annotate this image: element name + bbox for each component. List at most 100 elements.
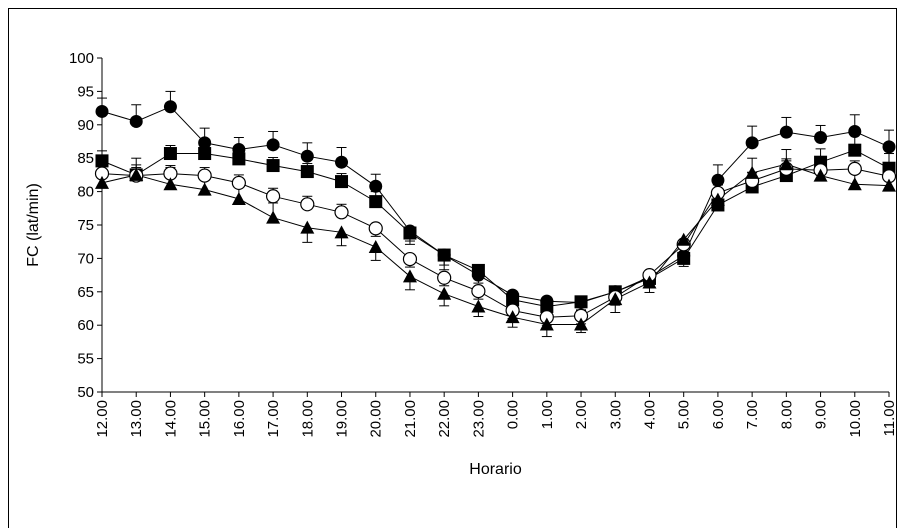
x-tick-label: 17.00 [265, 400, 282, 438]
data-point-filled-triangle [163, 177, 178, 191]
data-point-filled-triangle [676, 232, 691, 246]
data-point-filled-square [403, 226, 417, 240]
y-tick-label: 100 [69, 50, 94, 67]
data-point-filled-triangle [505, 310, 520, 324]
y-tick-label: 95 [77, 83, 94, 100]
data-point-filled-square [335, 175, 349, 189]
heart-rate-chart: 50 55 60 65 70 75 80 85 90 95 100 12.00 13.00 14.00 1… [25, 50, 898, 478]
y-tick-label: 50 [77, 384, 94, 401]
x-tick-label: 1.00 [539, 400, 556, 429]
x-tick-label: 22.00 [436, 400, 453, 438]
data-point-filled-square [198, 147, 212, 161]
data-point-filled-triangle [847, 177, 862, 191]
axes [97, 57, 890, 397]
series-line-filled-circle [101, 106, 890, 304]
y-tick-label: 65 [77, 284, 94, 301]
data-point-open-circle [471, 284, 486, 299]
data-point-filled-square [232, 152, 246, 166]
x-tick-label: 5.00 [676, 400, 693, 429]
data-point-filled-triangle [539, 317, 554, 331]
data-point-filled-square [471, 263, 485, 277]
y-tick-label: 75 [77, 217, 94, 234]
data-point-filled-circle [198, 136, 212, 150]
x-tick-label: 20.00 [368, 400, 385, 438]
figure-frame [8, 8, 897, 528]
data-point-filled-triangle [574, 317, 589, 331]
data-point-filled-square [369, 195, 383, 209]
data-point-filled-triangle [197, 182, 212, 196]
x-tick-label: 18.00 [299, 400, 316, 438]
series-markers [94, 100, 897, 331]
data-point-filled-circle [745, 136, 759, 150]
data-point-filled-triangle [402, 269, 417, 283]
data-point-filled-circle [711, 173, 725, 187]
data-point-filled-square [266, 159, 280, 173]
data-point-open-circle [197, 168, 212, 183]
data-point-filled-triangle [608, 292, 623, 306]
data-point-open-circle [368, 221, 383, 236]
data-point-filled-circle [369, 179, 383, 193]
x-tick-label: 3.00 [607, 400, 624, 429]
y-tick-labels: 50 55 60 65 70 75 80 85 90 95 100 [69, 50, 94, 401]
data-point-filled-circle [129, 114, 143, 128]
data-point-filled-circle [163, 100, 177, 114]
x-tick-label: 11.00 [881, 400, 898, 436]
data-point-open-circle [402, 251, 418, 267]
data-point-filled-square [574, 295, 588, 309]
data-point-filled-circle [814, 130, 828, 144]
data-point-filled-triangle [129, 167, 144, 181]
data-point-filled-circle [95, 104, 109, 118]
data-point-filled-circle [335, 155, 349, 169]
y-tick-label: 60 [77, 317, 94, 334]
x-tick-label: 10.00 [847, 400, 864, 438]
data-point-filled-triangle [710, 192, 725, 206]
x-tick-label: 13.00 [128, 400, 145, 438]
data-point-open-circle [437, 270, 452, 285]
x-tick-label: 9.00 [813, 400, 830, 429]
y-tick-label: 55 [77, 351, 94, 368]
x-tick-label: 14.00 [162, 400, 179, 438]
x-tick-label: 19.00 [334, 400, 351, 438]
x-tick-label: 0.00 [505, 400, 522, 429]
x-tick-label: 8.00 [778, 400, 795, 429]
data-point-filled-circle [848, 124, 862, 138]
data-point-filled-triangle [745, 165, 760, 179]
data-point-open-circle [231, 175, 246, 191]
x-tick-label: 15.00 [197, 400, 214, 438]
y-tick-label: 85 [77, 150, 94, 167]
data-point-filled-square [163, 147, 177, 161]
data-point-filled-triangle [437, 286, 452, 300]
y-axis-title: FC (lat/min) [25, 183, 42, 267]
data-point-open-circle [847, 161, 862, 176]
data-point-filled-square [848, 143, 862, 157]
data-point-filled-triangle [266, 210, 281, 224]
series-line-open-circle [101, 168, 890, 318]
data-point-filled-square [437, 248, 451, 262]
data-point-filled-triangle [300, 220, 315, 234]
y-tick-label: 80 [77, 184, 94, 201]
y-tick-label: 70 [77, 250, 94, 267]
data-point-filled-circle [882, 140, 896, 154]
data-point-filled-square [540, 299, 554, 313]
x-tick-label: 12.00 [94, 400, 111, 438]
data-point-open-circle [300, 197, 315, 212]
data-point-filled-square [95, 154, 109, 168]
data-point-filled-triangle [642, 275, 657, 289]
data-point-filled-triangle [334, 225, 349, 239]
x-tick-label: 16.00 [231, 400, 248, 438]
x-tick-label: 6.00 [710, 400, 727, 429]
data-point-filled-square [300, 165, 314, 179]
series-line-filled-triangle [101, 163, 890, 325]
x-tick-label: 2.00 [573, 400, 590, 429]
data-point-filled-circle [779, 125, 793, 139]
data-point-filled-triangle [779, 157, 794, 171]
data-point-filled-triangle [368, 240, 383, 254]
data-point-filled-square [506, 293, 520, 307]
x-tick-label: 7.00 [744, 400, 761, 429]
data-point-filled-triangle [95, 175, 109, 189]
data-point-filled-triangle [813, 168, 828, 182]
data-point-filled-circle [266, 138, 280, 152]
y-tick-label: 90 [77, 117, 94, 134]
x-axis-title: Horario [469, 461, 522, 478]
data-point-filled-triangle [471, 299, 486, 313]
